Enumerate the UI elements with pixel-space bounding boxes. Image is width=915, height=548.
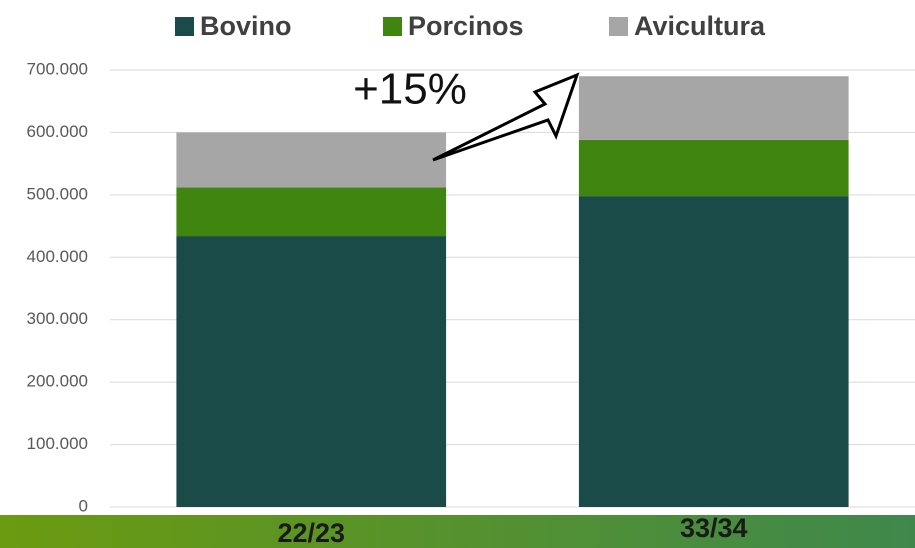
legend-swatch: [383, 17, 402, 36]
legend-label: Porcinos: [408, 11, 524, 41]
bar-segment: [578, 139, 849, 197]
y-tick-label: 400.000: [27, 247, 88, 266]
x-tick-label: 33/34: [680, 513, 748, 543]
y-tick-label: 300.000: [27, 309, 88, 328]
x-tick-label: 22/23: [277, 518, 345, 548]
bar-segment: [176, 236, 447, 507]
bar-segment: [578, 196, 849, 507]
legend-label: Bovino: [200, 11, 292, 41]
y-tick-label: 500.000: [27, 184, 88, 203]
legend-swatch: [609, 17, 628, 36]
bar-segment: [176, 132, 447, 188]
y-tick-label: 0: [79, 496, 88, 515]
y-tick-label: 600.000: [27, 122, 88, 141]
annotation: +15%: [353, 65, 467, 114]
y-tick-label: 200.000: [27, 372, 88, 391]
bar-segment: [176, 187, 447, 237]
legend-swatch: [175, 17, 194, 36]
legend-label: Avicultura: [634, 11, 766, 41]
y-tick-label: 100.000: [27, 434, 88, 453]
category-band: [0, 515, 915, 548]
arrow: [432, 72, 580, 162]
bar-segment: [578, 76, 849, 140]
y-tick-label: 700.000: [27, 59, 88, 78]
